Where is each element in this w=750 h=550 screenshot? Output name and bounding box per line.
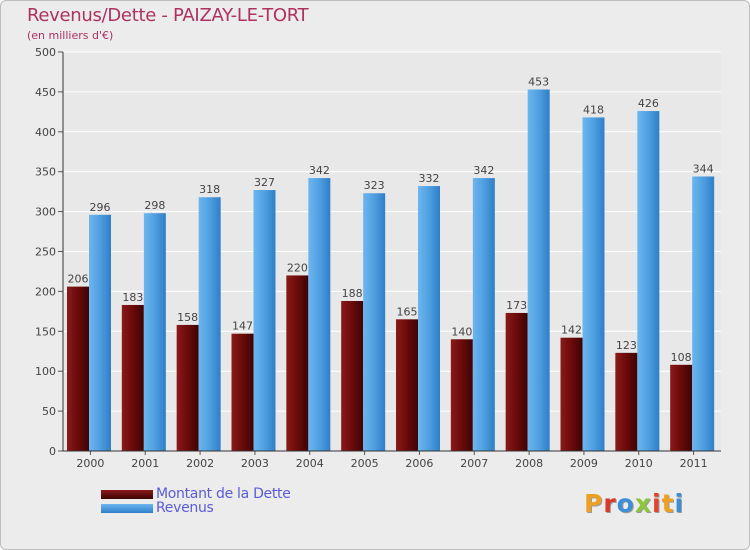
logo-letter: o bbox=[616, 489, 635, 518]
proxiti-logo: Proxiti bbox=[584, 489, 684, 518]
logo-letter: P bbox=[584, 489, 604, 518]
x-tick-label: 2010 bbox=[625, 457, 653, 470]
revenue-value-label: 342 bbox=[309, 164, 330, 177]
debt-bar bbox=[670, 364, 693, 451]
revenue-bar bbox=[527, 89, 550, 452]
logo-letter: r bbox=[603, 489, 617, 518]
revenue-bar bbox=[143, 213, 166, 451]
debt-value-label: 147 bbox=[232, 320, 253, 333]
debt-bar bbox=[505, 312, 528, 451]
revenue-value-label: 298 bbox=[144, 199, 165, 212]
debt-value-label: 173 bbox=[506, 299, 527, 312]
revenue-bar bbox=[253, 190, 276, 451]
debt-bar bbox=[396, 319, 418, 451]
debt-bar bbox=[67, 286, 89, 451]
revenue-value-label: 418 bbox=[583, 103, 604, 116]
y-tick-label: 350 bbox=[35, 166, 56, 179]
legend-swatch-debt bbox=[101, 490, 153, 499]
revenue-value-label: 323 bbox=[364, 179, 385, 192]
revenue-value-label: 327 bbox=[254, 176, 275, 189]
revenue-value-label: 344 bbox=[693, 162, 714, 175]
debt-value-label: 183 bbox=[122, 291, 143, 304]
debt-value-label: 206 bbox=[68, 273, 89, 286]
debt-value-label: 108 bbox=[671, 351, 692, 364]
revenue-bar bbox=[472, 178, 495, 452]
revenue-bar bbox=[89, 214, 111, 451]
debt-value-label: 123 bbox=[616, 339, 637, 352]
revenue-value-label: 426 bbox=[638, 97, 659, 110]
y-tick-label: 450 bbox=[35, 86, 56, 99]
y-tick-label: 250 bbox=[35, 246, 56, 259]
debt-bar bbox=[121, 304, 144, 451]
y-tick-label: 400 bbox=[35, 126, 56, 139]
debt-value-label: 158 bbox=[177, 311, 198, 324]
debt-bar bbox=[341, 300, 364, 451]
legend-label-debt: Montant de la Dette bbox=[156, 486, 291, 502]
y-tick-label: 100 bbox=[35, 365, 56, 378]
y-tick-label: 500 bbox=[35, 46, 56, 59]
chart-title: Revenus/Dette - PAIZAY-LE-TORT bbox=[27, 5, 309, 26]
logo-letter: x bbox=[634, 489, 652, 518]
debt-value-label: 220 bbox=[287, 261, 308, 274]
y-tick-label: 150 bbox=[35, 325, 56, 338]
x-tick-label: 2003 bbox=[241, 457, 269, 470]
revenue-value-label: 296 bbox=[90, 201, 111, 214]
y-tick-label: 50 bbox=[42, 405, 56, 418]
debt-value-label: 140 bbox=[451, 325, 472, 338]
revenue-bar bbox=[418, 186, 440, 451]
y-tick-label: 200 bbox=[35, 285, 56, 298]
debt-value-label: 142 bbox=[561, 324, 582, 337]
revenue-value-label: 342 bbox=[473, 164, 494, 177]
revenue-value-label: 332 bbox=[419, 172, 440, 185]
x-tick-label: 2005 bbox=[351, 457, 379, 470]
logo-letter: i bbox=[674, 489, 685, 518]
revenue-bar bbox=[692, 176, 715, 451]
debt-bar bbox=[615, 352, 638, 451]
x-tick-label: 2006 bbox=[405, 457, 433, 470]
debt-value-label: 165 bbox=[397, 305, 418, 318]
revenue-value-label: 318 bbox=[199, 183, 220, 196]
revenue-bar bbox=[637, 111, 660, 451]
y-tick-label: 300 bbox=[35, 206, 56, 219]
revenue-value-label: 453 bbox=[528, 76, 549, 89]
x-tick-label: 2002 bbox=[186, 457, 214, 470]
x-tick-label: 2004 bbox=[296, 457, 324, 470]
debt-bar bbox=[560, 337, 583, 451]
debt-bar bbox=[450, 339, 473, 451]
revenue-bar bbox=[198, 197, 221, 451]
legend-swatch-revenue bbox=[101, 504, 153, 513]
x-tick-label: 2008 bbox=[515, 457, 543, 470]
x-tick-label: 2001 bbox=[131, 457, 159, 470]
logo-letter: i bbox=[652, 489, 662, 518]
chart-subtitle: (en milliers d'€) bbox=[27, 29, 114, 42]
x-tick-label: 2007 bbox=[460, 457, 488, 470]
logo-letter: t bbox=[661, 489, 675, 518]
x-tick-label: 2009 bbox=[570, 457, 598, 470]
debt-value-label: 188 bbox=[342, 287, 363, 300]
x-tick-label: 2000 bbox=[76, 457, 104, 470]
y-tick-label: 0 bbox=[49, 445, 56, 458]
debt-bar bbox=[176, 324, 199, 451]
debt-bar bbox=[231, 333, 254, 451]
legend-label-revenue: Revenus bbox=[156, 500, 214, 516]
revenue-bar bbox=[308, 178, 331, 452]
debt-bar bbox=[286, 275, 309, 451]
revenue-bar bbox=[582, 117, 605, 451]
x-tick-label: 2011 bbox=[680, 457, 708, 470]
revenue-bar bbox=[363, 193, 386, 451]
